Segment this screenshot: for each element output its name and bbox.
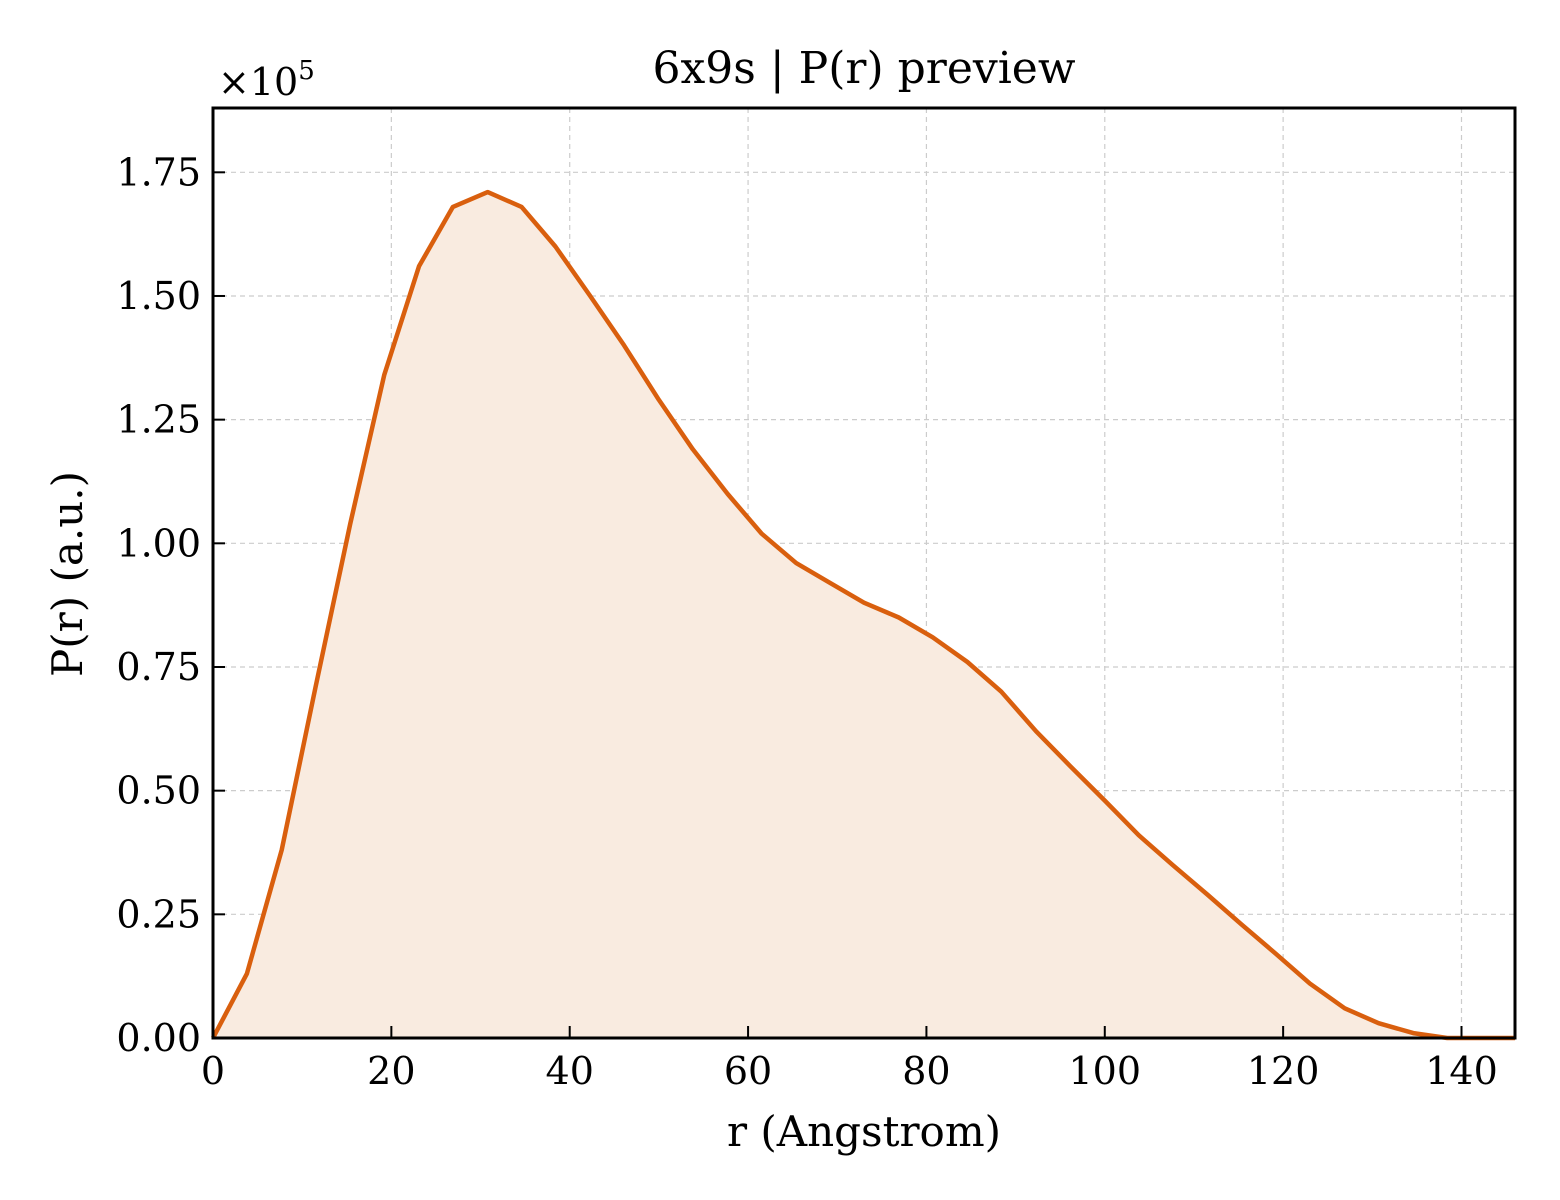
x-tick-label: 60 — [724, 1049, 772, 1093]
pr-series-line — [211, 189, 1515, 1041]
x-axis-title: r (Angstrom) — [727, 1107, 1001, 1156]
chart-title: 6x9s | P(r) preview — [652, 43, 1075, 94]
y-tick-label: 0.00 — [116, 1016, 201, 1060]
y-tick-label: 1.75 — [116, 150, 201, 194]
y-tick-label: 1.25 — [116, 398, 201, 442]
x-tick-label: 140 — [1425, 1049, 1498, 1093]
y-multiplier: ×105 — [218, 56, 315, 104]
x-tick-label: 40 — [546, 1049, 594, 1093]
x-tick-label: 80 — [902, 1049, 950, 1093]
pr-area-fill — [213, 192, 1515, 1039]
x-tick-label: 0 — [201, 1049, 225, 1093]
y-axis-title: P(r) (a.u.) — [43, 471, 92, 677]
axis-ticks — [212, 171, 1463, 1039]
y-tick-label: 0.75 — [116, 645, 201, 689]
y-tick-label: 1.00 — [116, 521, 201, 565]
x-tick-label: 120 — [1247, 1049, 1320, 1093]
tick-labels: 0 20 40 60 80 100 120 140 0.00 0.25 0.50 0.75 1.00 1.… — [116, 150, 1497, 1093]
y-tick-label: 0.25 — [116, 892, 201, 936]
x-tick-label: 20 — [367, 1049, 415, 1093]
plot-frame — [211, 106, 1517, 1040]
y-tick-label: 1.50 — [116, 274, 201, 318]
x-tick-label: 100 — [1069, 1049, 1142, 1093]
y-tick-label: 0.50 — [116, 769, 201, 813]
